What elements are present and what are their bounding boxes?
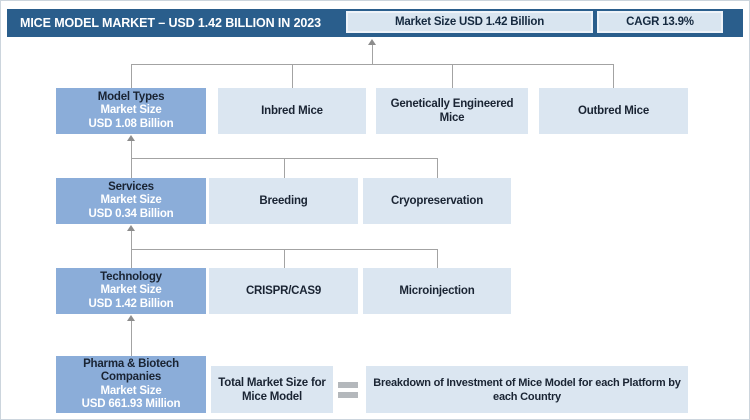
arrow-up-icon [368,39,376,45]
item-microinjection: Microinjection [363,268,511,314]
market-size-value: USD 1.42 Billion [88,297,174,310]
market-size-value: USD 661.93 Million [81,398,181,410]
connector-line [284,158,285,178]
category-services: Services Market Size USD 0.34 Billion [56,178,206,224]
connector-line [437,249,438,268]
item-breeding: Breeding [209,178,358,224]
item-breakdown-investment: Breakdown of Investment of Mice Model fo… [366,366,688,413]
category-pharma-biotech: Pharma & Biotech Companies Market Size U… [56,356,206,413]
item-inbred-mice: Inbred Mice [218,88,366,134]
arrow-up-icon [127,225,135,231]
connector-line [292,64,293,88]
connector-line [372,45,373,64]
equals-bar [338,392,358,398]
market-size-label: Market Size [100,104,162,117]
category-title: Services [108,180,154,193]
item-outbred-mice: Outbred Mice [539,88,688,134]
category-title: Pharma & Biotech Companies [83,357,179,384]
category-technology: Technology Market Size USD 1.42 Billion [56,268,206,314]
category-model-types: Model Types Market Size USD 1.08 Billion [56,88,206,134]
equals-bar [338,382,358,388]
connector-line [284,249,285,268]
item-genetically-engineered-mice: Genetically Engineered Mice [376,88,528,134]
item-cryopreservation: Cryopreservation [363,178,511,224]
cagr-badge: CAGR 13.9% [597,11,723,33]
category-title: Model Types [97,90,165,103]
connector-line [452,64,453,88]
connector-line [437,158,438,178]
market-size-value: USD 1.08 Billion [88,117,174,130]
market-size-badge: Market Size USD 1.42 Billion [346,11,593,33]
connector-line [131,64,614,65]
item-total-market-size: Total Market Size for Mice Model [211,366,333,413]
connector-line [131,64,132,88]
connector-line [613,64,614,88]
market-size-value: USD 0.34 Billion [88,207,174,220]
arrow-up-icon [127,315,135,321]
category-title: Technology [100,270,162,283]
market-size-label: Market Size [100,384,162,397]
item-crispr-cas9: CRISPR/CAS9 [209,268,358,314]
page-title: MICE MODEL MARKET – USD 1.42 BILLION IN … [20,16,321,30]
connector-line [131,321,132,356]
market-size-label: Market Size [100,194,162,207]
arrow-up-icon [127,135,135,141]
connector-line [131,141,132,178]
market-size-label: Market Size [100,284,162,297]
